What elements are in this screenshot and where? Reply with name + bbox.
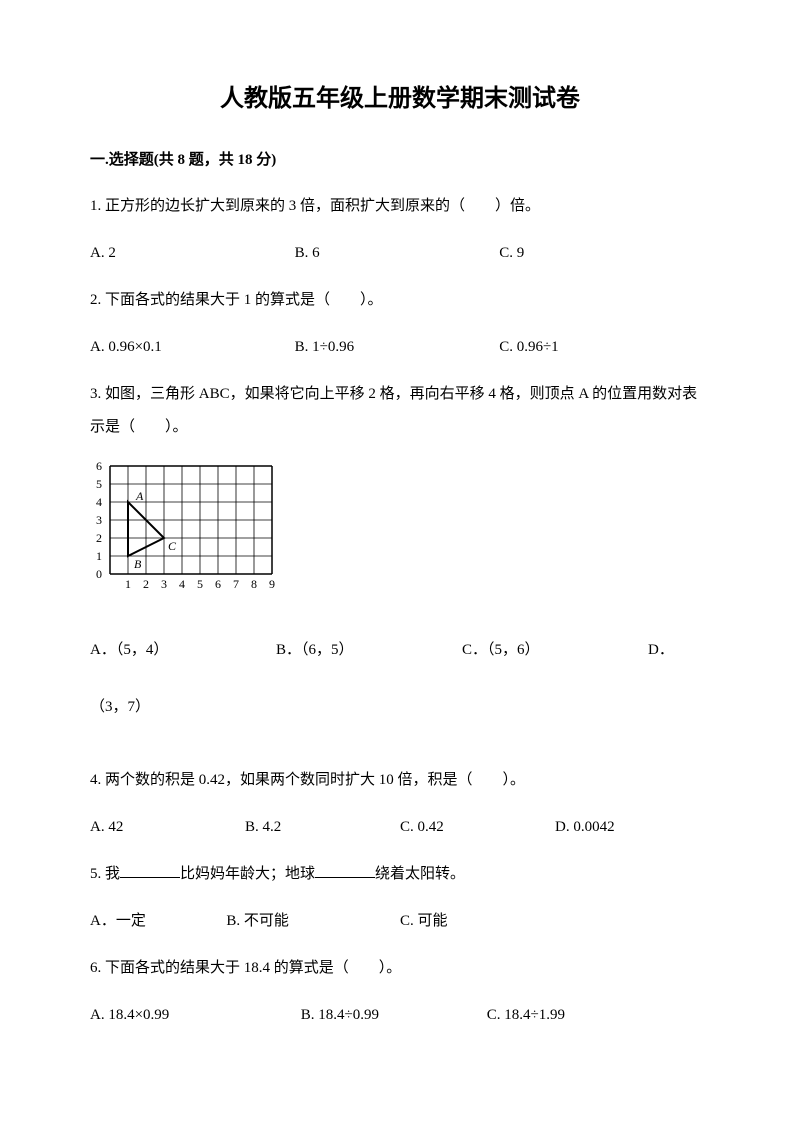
option-b: B. 4.2: [245, 811, 400, 844]
q5-post: 绕着太阳转。: [375, 866, 465, 882]
svg-text:C: C: [168, 539, 177, 553]
question-3: 3. 如图，三角形 ABC，如果将它向上平移 2 格，再向右平移 4 格，则顶点…: [90, 378, 710, 444]
option-a: A．（5，4）: [90, 634, 276, 667]
option-c: C. 0.96÷1: [499, 331, 704, 364]
option-c: C. 可能: [400, 905, 574, 938]
q5-pre: 5. 我: [90, 866, 120, 882]
question-1-options: A. 2 B. 6 C. 9: [90, 237, 710, 270]
grid-chart: 0123456123456789ABC: [90, 458, 282, 598]
option-c: C．（5，6）: [462, 634, 648, 667]
svg-text:B: B: [134, 557, 142, 571]
svg-text:A: A: [135, 489, 144, 503]
option-c: C. 0.42: [400, 811, 555, 844]
option-b: B. 6: [295, 237, 500, 270]
question-6-options: A. 18.4×0.99 B. 18.4÷0.99 C. 18.4÷1.99: [90, 999, 710, 1032]
svg-text:3: 3: [161, 577, 167, 591]
svg-text:6: 6: [215, 577, 221, 591]
section-header: 一.选择题(共 8 题，共 18 分): [90, 148, 710, 172]
svg-text:1: 1: [96, 549, 102, 563]
page-title: 人教版五年级上册数学期末测试卷: [90, 80, 710, 118]
question-2-options: A. 0.96×0.1 B. 1÷0.96 C. 0.96÷1: [90, 331, 710, 364]
option-b: B．（6，5）: [276, 634, 462, 667]
option-a: A. 18.4×0.99: [90, 999, 301, 1032]
svg-text:2: 2: [143, 577, 149, 591]
svg-text:2: 2: [96, 531, 102, 545]
q5-mid: 比妈妈年龄大；地球: [180, 866, 315, 882]
option-c: C. 9: [499, 237, 704, 270]
option-c: C. 18.4÷1.99: [487, 999, 710, 1032]
question-2: 2. 下面各式的结果大于 1 的算式是（ ）。: [90, 284, 710, 317]
question-6: 6. 下面各式的结果大于 18.4 的算式是（ ）。: [90, 952, 710, 985]
svg-text:3: 3: [96, 513, 102, 527]
svg-text:4: 4: [96, 495, 102, 509]
svg-text:0: 0: [96, 567, 102, 581]
svg-text:4: 4: [179, 577, 185, 591]
option-d-cont: （3，7）: [90, 691, 710, 724]
question-5: 5. 我 比妈妈年龄大；地球 绕着太阳转。: [90, 858, 710, 891]
blank-2: [315, 864, 375, 878]
question-3-figure: 0123456123456789ABC: [90, 458, 710, 606]
option-d: D. 0.0042: [555, 811, 710, 844]
option-d: D．: [648, 634, 710, 667]
question-4-options: A. 42 B. 4.2 C. 0.42 D. 0.0042: [90, 811, 710, 844]
question-3-options: A．（5，4） B．（6，5） C．（5，6） D． （3，7）: [90, 634, 710, 724]
svg-text:5: 5: [197, 577, 203, 591]
option-a: A. 2: [90, 237, 295, 270]
svg-text:9: 9: [269, 577, 275, 591]
svg-text:8: 8: [251, 577, 257, 591]
option-a: A. 42: [90, 811, 245, 844]
question-5-options: A．一定 B. 不可能 C. 可能: [90, 905, 710, 938]
svg-text:5: 5: [96, 477, 102, 491]
option-b: B. 不可能: [226, 905, 400, 938]
blank-1: [120, 864, 180, 878]
option-a: A．一定: [90, 905, 226, 938]
question-1: 1. 正方形的边长扩大到原来的 3 倍，面积扩大到原来的（ ）倍。: [90, 190, 710, 223]
svg-text:6: 6: [96, 459, 102, 473]
question-4: 4. 两个数的积是 0.42，如果两个数同时扩大 10 倍，积是（ ）。: [90, 764, 710, 797]
option-b: B. 18.4÷0.99: [301, 999, 487, 1032]
svg-text:7: 7: [233, 577, 239, 591]
option-a: A. 0.96×0.1: [90, 331, 295, 364]
option-b: B. 1÷0.96: [295, 331, 500, 364]
svg-text:1: 1: [125, 577, 131, 591]
